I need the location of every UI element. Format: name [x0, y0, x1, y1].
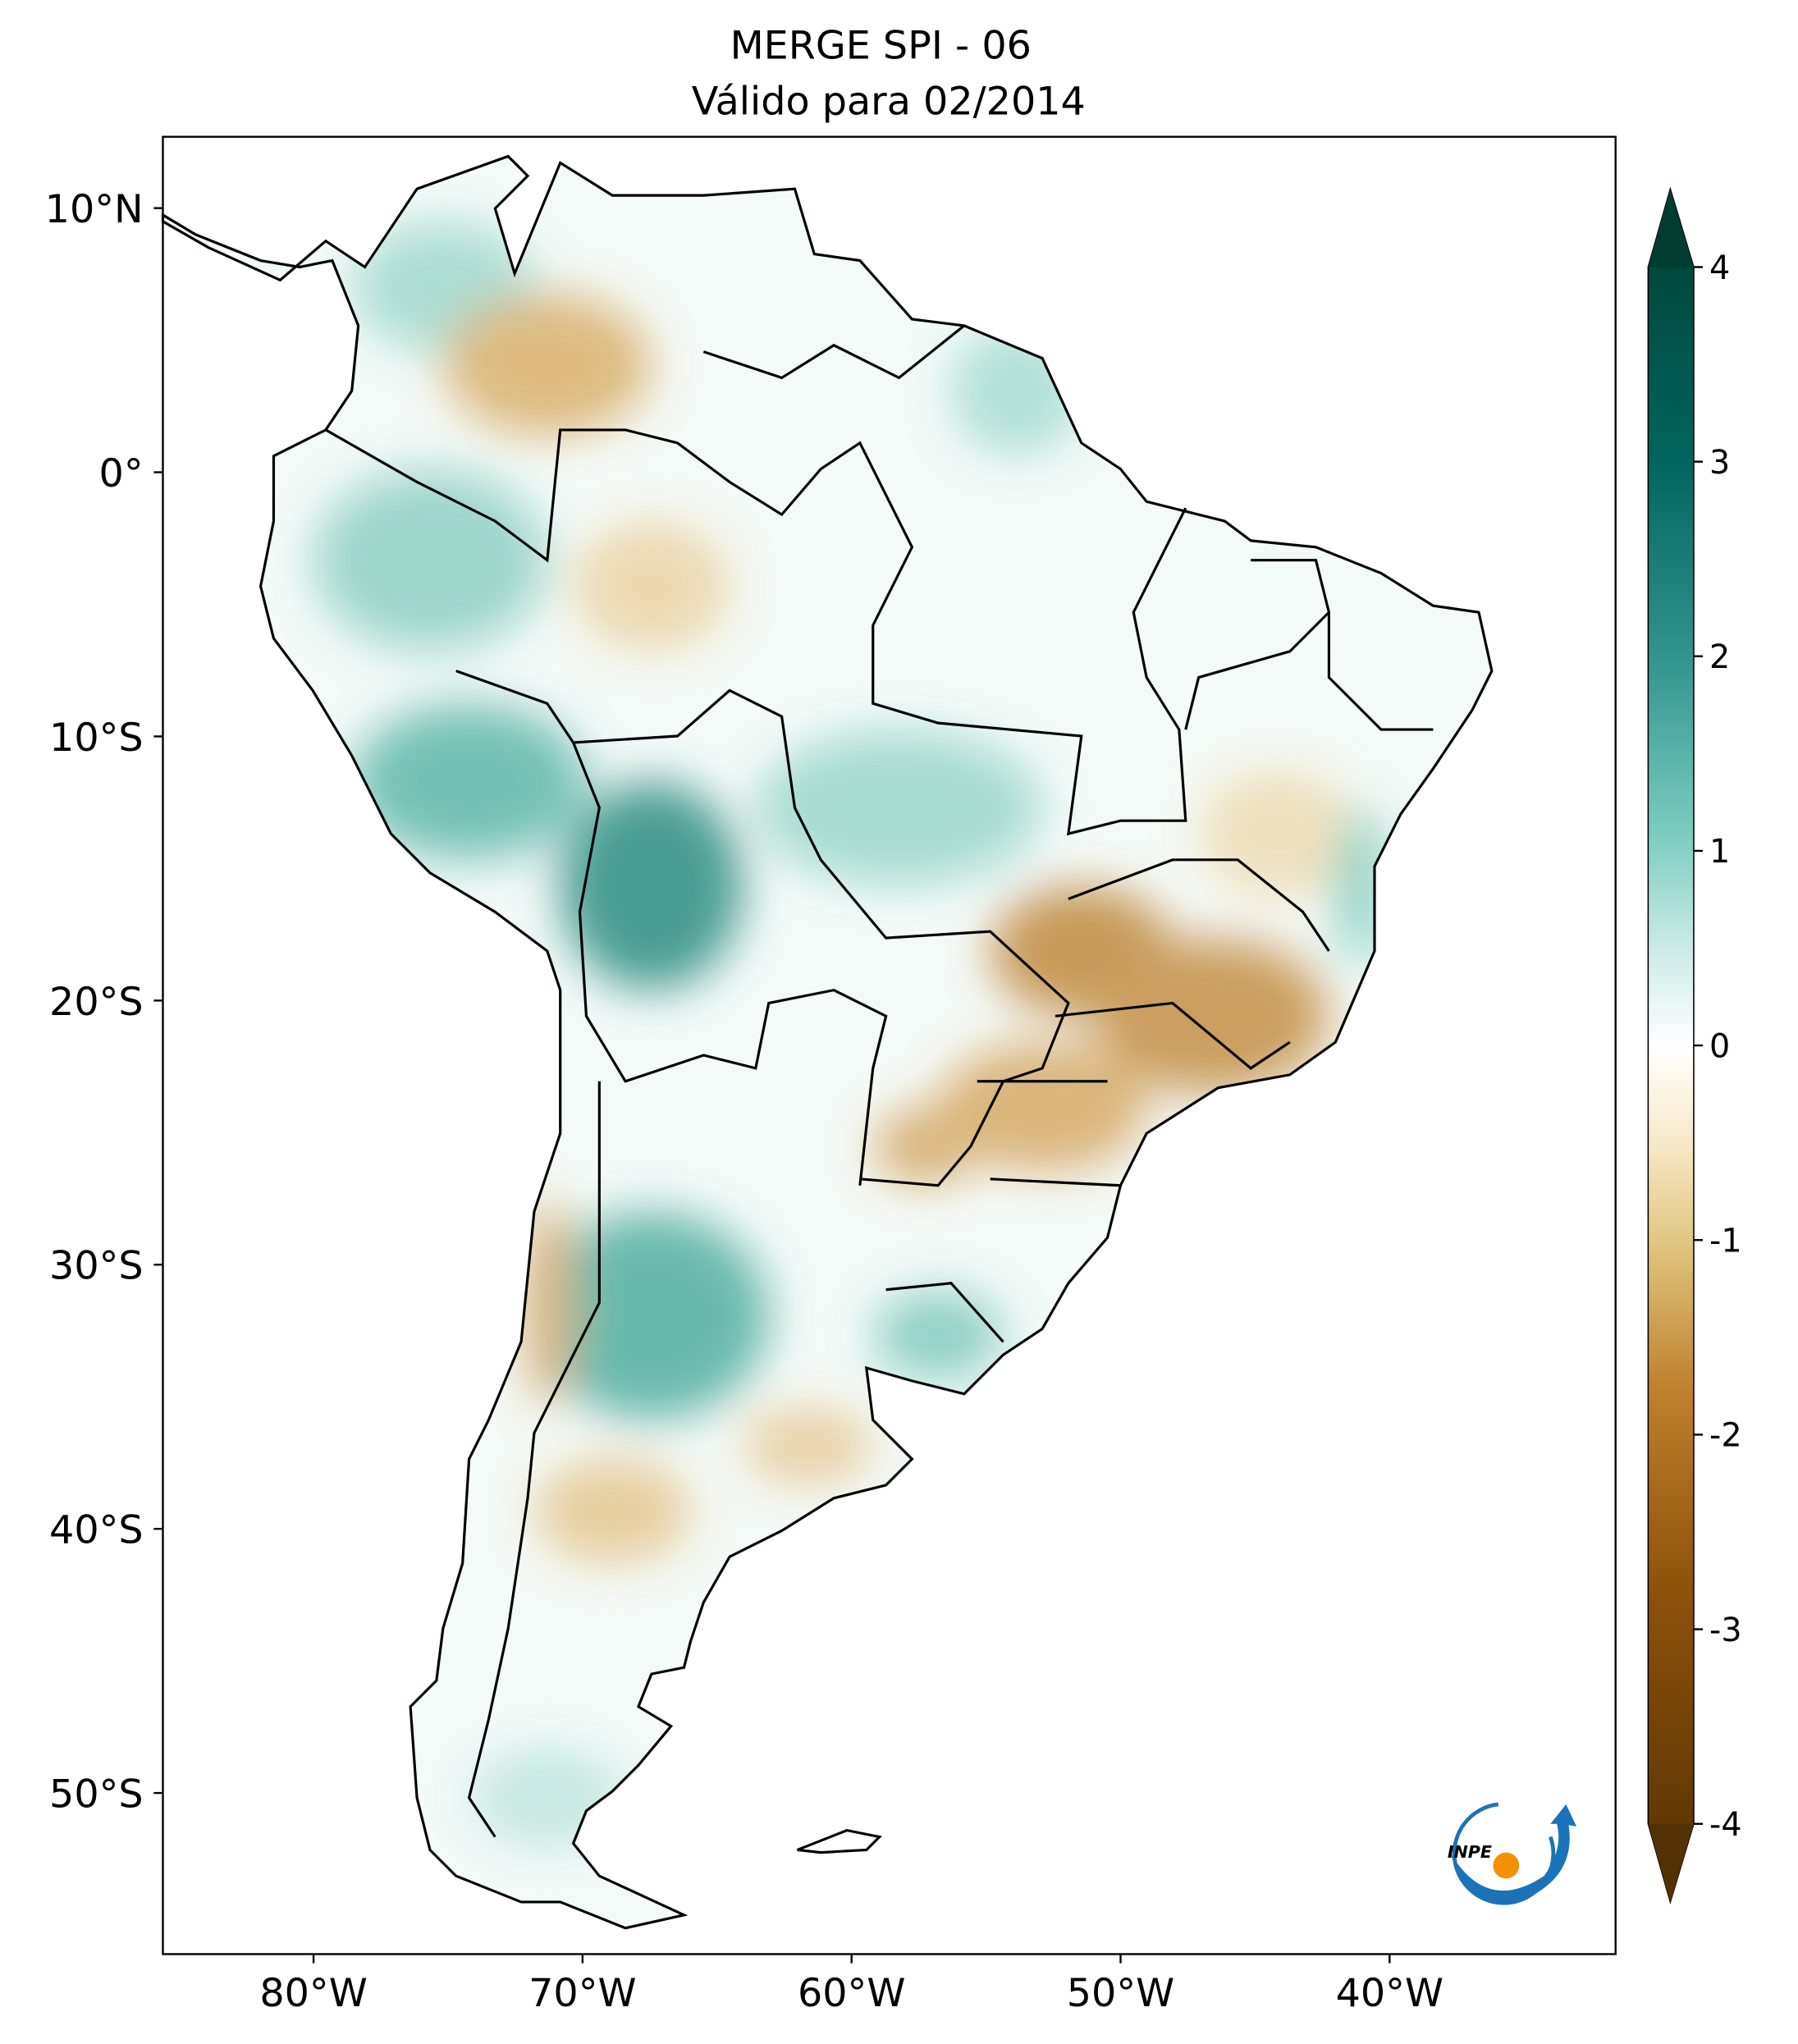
border [977, 559, 1434, 1187]
subtitle: Válido para 02/2014 [692, 80, 1086, 125]
colorbar-tick-label: 4 [1709, 249, 1730, 287]
wet-area [872, 1289, 1004, 1381]
y-tick-label: 10°N [45, 187, 144, 232]
title: MERGE SPI - 06 [730, 23, 1032, 68]
colorbar-tick-label: 2 [1709, 638, 1730, 676]
colorbar-ticks: 4 3 2 1 0 -1 -2 -3 -4 [1693, 249, 1742, 1844]
x-tick-label: 60°W [798, 1971, 905, 2016]
border [467, 1081, 601, 1838]
y-tick-label: 0° [99, 451, 144, 496]
y-tick-label: 40°S [49, 1508, 144, 1553]
island [797, 1828, 882, 1854]
logo-swoosh [1448, 1804, 1577, 1903]
colorbar-tick-label: -2 [1709, 1417, 1742, 1455]
x-tick-label: 40°W [1336, 1971, 1443, 2016]
wet-area [560, 781, 743, 990]
colorbar-tick-label: -4 [1709, 1806, 1742, 1844]
colorbar-tick-label: 0 [1709, 1027, 1730, 1065]
wet-area [1335, 807, 1388, 964]
colorbar-extend-max [1648, 189, 1694, 268]
wet-area [351, 703, 587, 860]
colorbar-tick-label: -1 [1709, 1223, 1742, 1260]
border [572, 742, 888, 1186]
colorbar-tick-label: 3 [1709, 444, 1730, 482]
logo-dot [1493, 1852, 1520, 1879]
y-tick-label: 50°S [49, 1772, 144, 1818]
spi-field [162, 156, 1492, 1928]
wet-area [755, 729, 1043, 886]
colorbar [1647, 186, 1695, 1905]
logo-text: INPE [1448, 1842, 1492, 1862]
dry-area [573, 521, 730, 652]
wet-area [951, 325, 1082, 456]
land-fill [162, 156, 1492, 1928]
axes: 80°W 70°W 60°W 50°W 40°W 10°N 0° 10°S 20°S 30°S 40… [45, 187, 1443, 2016]
y-tick-label: 30°S [49, 1244, 144, 1289]
colorbar-extend-min [1648, 1823, 1694, 1902]
dry-area [521, 1198, 574, 1407]
x-tick-label: 80°W [259, 1971, 367, 2016]
y-tick-label: 20°S [49, 980, 144, 1025]
dry-area [938, 1042, 1147, 1173]
colorbar-tick-label: -3 [1709, 1612, 1742, 1649]
dry-area [442, 293, 652, 437]
logo: INPE [1448, 1802, 1577, 1905]
border [455, 670, 1070, 1187]
dry-area [872, 1107, 977, 1186]
dry-area [742, 1406, 873, 1485]
border [1055, 1001, 1291, 1070]
border [702, 324, 965, 380]
border [885, 1282, 1004, 1343]
dry-area [533, 1459, 691, 1564]
x-tick-label: 70°W [528, 1971, 636, 2016]
dry-area [1198, 768, 1356, 899]
wet-area [313, 469, 547, 652]
wet-area [533, 1211, 769, 1420]
colorbar-tick-label: 1 [1709, 833, 1730, 871]
border [325, 428, 1187, 836]
y-tick-label: 10°S [49, 716, 144, 761]
borders [325, 324, 1434, 1854]
map-frame [162, 135, 1617, 1955]
x-tick-label: 50°W [1067, 1971, 1174, 2016]
